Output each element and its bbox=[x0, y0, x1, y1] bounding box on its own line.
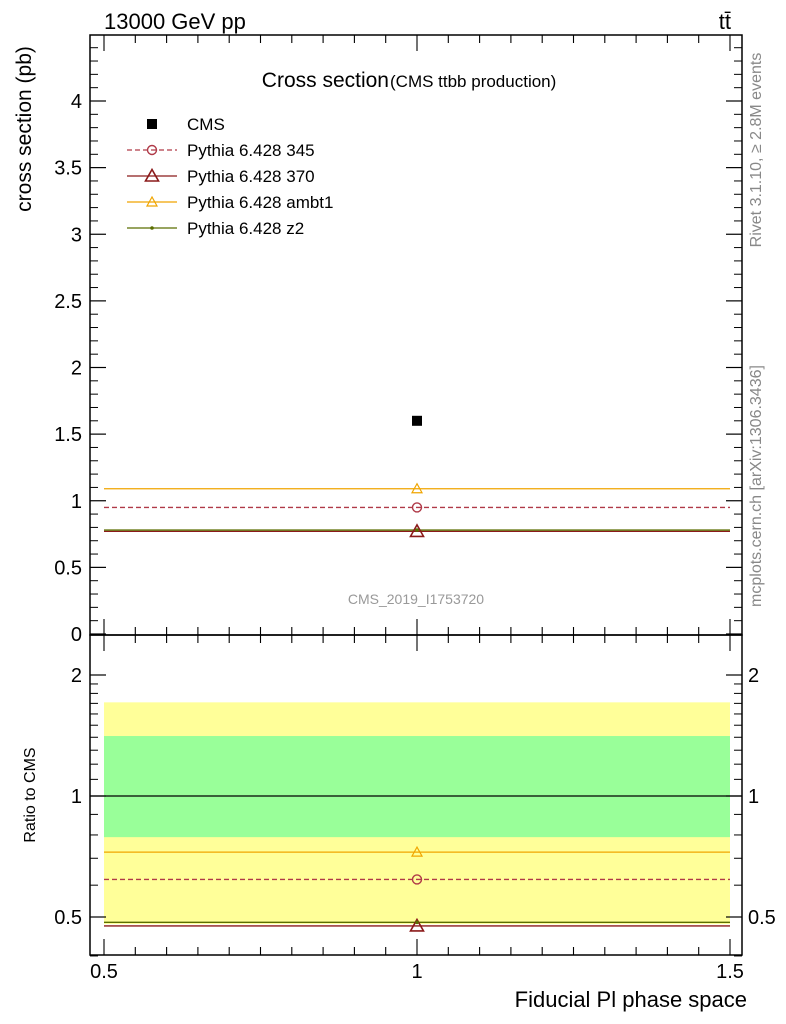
ratio-y-label: Ratio to CMS bbox=[22, 747, 39, 842]
legend-label-pythia-6-428-z2: Pythia 6.428 z2 bbox=[187, 219, 304, 238]
ratio-y-ticks: 0.5 0.5 1 1 2 2 bbox=[54, 665, 776, 957]
ratio-ytick-label-right: 0.5 bbox=[748, 907, 776, 929]
main-point-pythia-6-428-z2 bbox=[415, 528, 419, 532]
main-panel: Cross section (CMS ttbb production) cros… bbox=[13, 34, 743, 646]
legend-label-cms: CMS bbox=[187, 115, 225, 134]
ratio-ytick-label-left: 2 bbox=[71, 665, 82, 687]
main-ytick-label: 0 bbox=[71, 624, 82, 646]
process-label: tt̄ bbox=[719, 9, 731, 34]
main-title: Cross section bbox=[262, 69, 389, 92]
ratio-bands bbox=[90, 702, 742, 925]
ratio-x-ticks: 0.5 1 1.5 bbox=[90, 635, 744, 983]
main-point-pythia-6-428-ambt1 bbox=[410, 482, 424, 494]
mcplots-label: mcplots.cern.ch [arXiv:1306.3436] bbox=[748, 365, 765, 607]
main-ytick-label: 2.5 bbox=[54, 291, 82, 313]
ratio-ytick-label-left: 1 bbox=[71, 786, 82, 808]
main-subtitle: (CMS ttbb production) bbox=[390, 72, 556, 91]
x-axis-label: Fiducial Pl phase space bbox=[515, 987, 747, 1012]
rivet-label: Rivet 3.1.10, ≥ 2.8M events bbox=[748, 53, 765, 248]
ratio-ytick-label-right: 1 bbox=[748, 786, 759, 808]
main-ytick-label: 2 bbox=[71, 358, 82, 380]
main-ytick-label: 0.5 bbox=[54, 557, 82, 579]
x-tick-label: 1.5 bbox=[716, 961, 744, 983]
x-tick-label: 1 bbox=[411, 961, 422, 983]
legend-label-pythia-6-428-ambt1: Pythia 6.428 ambt1 bbox=[187, 193, 333, 212]
legend-marker-pythia-6-428-345 bbox=[146, 144, 158, 156]
ratio-point-pythia-6-428-z2 bbox=[415, 920, 419, 925]
legend: CMS Pythia 6.428 345 Pythia 6.428 370 Pythi… bbox=[127, 115, 333, 238]
main-point-pythia-6-428-345 bbox=[411, 502, 423, 513]
watermark: CMS_2019_I1753720 bbox=[348, 591, 484, 607]
legend-marker-pythia-6-428-370 bbox=[144, 167, 160, 182]
main-ytick-label: 4 bbox=[71, 91, 82, 113]
main-ytick-label: 1.5 bbox=[54, 424, 82, 446]
ratio-ytick-label-right: 2 bbox=[748, 665, 759, 687]
ratio-series-markers bbox=[409, 845, 425, 932]
legend-label-pythia-6-428-370: Pythia 6.428 370 bbox=[187, 167, 315, 186]
main-ytick-label: 1 bbox=[71, 491, 82, 513]
ratio-band-1 bbox=[104, 736, 730, 838]
energy-label: 13000 GeV pp bbox=[104, 9, 246, 34]
main-ytick-label: 3 bbox=[71, 224, 82, 246]
main-point-cms bbox=[412, 415, 422, 426]
main-y-ticks: 0 0.5 1 1.5 2 2.5 3 3.5 4 bbox=[54, 47, 742, 646]
ratio-point-pythia-6-428-ambt1 bbox=[410, 845, 424, 857]
ratio-ytick-label-left: 0.5 bbox=[54, 907, 82, 929]
ratio-point-pythia-6-428-345 bbox=[411, 874, 423, 885]
legend-label-pythia-6-428-345: Pythia 6.428 345 bbox=[187, 141, 315, 160]
ratio-frame bbox=[89, 634, 743, 956]
main-series-markers bbox=[409, 415, 425, 538]
legend-marker-pythia-6-428-ambt1 bbox=[145, 195, 159, 207]
ratio-point-pythia-6-428-370 bbox=[409, 917, 425, 932]
ratio-panel: Ratio to CMS Fiducial Pl phase space 0.5… bbox=[22, 634, 776, 1012]
main-ytick-label: 3.5 bbox=[54, 158, 82, 180]
main-point-pythia-6-428-370 bbox=[409, 523, 425, 538]
main-x-ticks bbox=[103, 35, 731, 635]
main-y-label: cross section (pb) bbox=[13, 46, 36, 212]
x-tick-label: 0.5 bbox=[90, 961, 118, 983]
legend-marker-cms bbox=[147, 119, 157, 129]
legend-marker-pythia-6-428-z2 bbox=[150, 226, 154, 230]
